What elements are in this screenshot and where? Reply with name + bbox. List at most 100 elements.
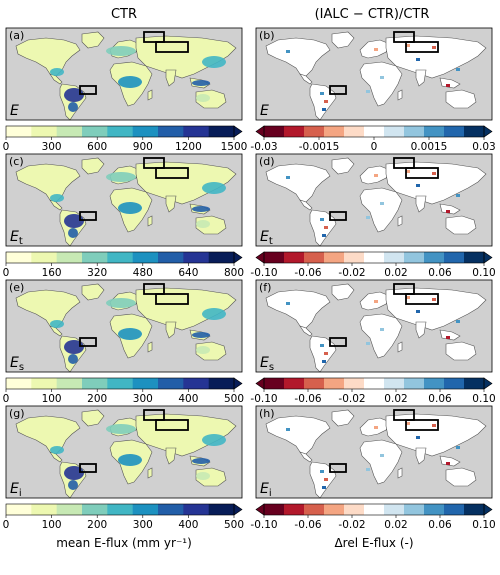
colorbar-segment — [31, 126, 57, 137]
map-panel-h: (h) Ei — [255, 405, 493, 499]
colorbar-tick-label: 300 — [133, 519, 153, 531]
colorbar-segment — [6, 252, 32, 263]
panel-variable: Ei — [10, 481, 22, 499]
change-speck — [416, 58, 420, 61]
region-box-3 — [329, 85, 347, 95]
colorbar-tick-label: 0 — [3, 267, 10, 279]
region-box-1 — [143, 31, 165, 43]
colorbar-segment — [324, 504, 345, 515]
colorbar-tick-label: 900 — [133, 141, 153, 153]
map-panel-a: (a) E — [5, 27, 243, 121]
panel-variable: Ei — [260, 481, 272, 499]
change-speck — [322, 108, 326, 111]
colorbar-tick-label: 800 — [224, 267, 244, 279]
colorbar-segment — [304, 252, 325, 263]
colorbar-segment — [384, 126, 405, 137]
colorbar-segment — [424, 378, 445, 389]
change-speck — [432, 298, 436, 301]
colorbar-segment — [444, 378, 465, 389]
change-speck — [366, 468, 370, 471]
colorbar-tick-label: -0.10 — [250, 519, 277, 531]
colorbar-segment — [264, 126, 285, 137]
change-speck — [406, 170, 410, 173]
map-panel-b: (b) E — [255, 27, 493, 121]
colorbar-frame — [263, 251, 485, 264]
colorbar-tick-label: 400 — [178, 393, 198, 405]
flux-patch — [202, 56, 226, 68]
panel-letter: (c) — [9, 155, 24, 168]
colorbar-segment — [464, 126, 485, 137]
colorbar-segment — [107, 504, 133, 515]
colorbar-tick-label: 480 — [133, 267, 153, 279]
colorbar-segment — [208, 126, 235, 137]
colorbar-segment — [183, 378, 209, 389]
colorbar-extend-min — [255, 503, 265, 516]
colorbar-tick-label: 300 — [133, 393, 153, 405]
change-speck — [322, 360, 326, 363]
colorbar-extend-min — [255, 125, 265, 138]
colorbar-tick-label: 100 — [42, 519, 62, 531]
colorbar-tick-label: 640 — [178, 267, 198, 279]
change-speck — [374, 174, 378, 177]
colorbar-segment — [31, 252, 57, 263]
panel-variable: E — [10, 103, 19, 119]
colorbar-extend-max — [483, 503, 493, 516]
colorbar-tick-label: 0.02 — [384, 267, 407, 279]
colorbar-segment — [404, 504, 425, 515]
colorbar-segment — [208, 378, 235, 389]
region-box-1 — [143, 409, 165, 421]
colorbar-segment — [183, 126, 209, 137]
colorbar-tick-label: 0.0015 — [411, 141, 448, 153]
flux-patch — [118, 328, 142, 340]
colorbar-tick-label: -0.0015 — [299, 141, 340, 153]
change-speck — [446, 210, 450, 213]
colorbar-segment — [132, 126, 159, 137]
colorbar-b: -0.03 -0.0015 0 0.0015 0.03 — [250, 125, 496, 153]
change-speck — [446, 336, 450, 339]
colorbar-extend-min — [255, 377, 265, 390]
region-box-1 — [393, 283, 415, 295]
colorbar-tick-label: 320 — [87, 267, 107, 279]
region-box-1 — [143, 283, 165, 295]
flux-patch — [196, 220, 210, 228]
colorbar-segment — [264, 252, 285, 263]
colorbar-frame — [5, 377, 235, 390]
colorbar-segment — [132, 504, 159, 515]
change-speck — [380, 76, 384, 79]
flux-patch — [192, 332, 210, 338]
map-frame — [255, 27, 493, 121]
region-box-1 — [143, 157, 165, 169]
colorbar-segment — [364, 504, 385, 515]
colorbar-a: 0 300 600 900 1200 1500 — [3, 125, 247, 153]
change-speck — [366, 342, 370, 345]
colorbar-tick-label: 400 — [178, 519, 198, 531]
change-speck — [416, 436, 420, 439]
colorbar-segment — [132, 378, 159, 389]
column-title-right: (IALC − CTR)/CTR — [315, 7, 430, 22]
colorbar-segment — [82, 252, 108, 263]
flux-patch — [50, 194, 64, 202]
change-speck — [320, 218, 324, 221]
panel-variable: E — [260, 103, 269, 119]
colorbar-frame — [5, 251, 235, 264]
region-box-2 — [405, 419, 439, 431]
change-speck — [320, 92, 324, 95]
colorbar-segment — [464, 504, 485, 515]
colorbar-segment — [444, 252, 465, 263]
colorbar-tick-label: 0.06 — [428, 393, 452, 405]
colorbar-segment — [344, 126, 365, 137]
change-speck — [432, 424, 436, 427]
colorbar-segment — [6, 378, 32, 389]
colorbar-segment — [344, 378, 365, 389]
colorbar-segment — [324, 378, 345, 389]
colorbar-tick-label: -0.06 — [294, 519, 321, 531]
change-speck — [456, 194, 460, 197]
colorbar-segment — [424, 504, 445, 515]
map-panel-f: (f)Es — [255, 279, 493, 373]
colorbar-segment — [344, 252, 365, 263]
colorbar-segment — [56, 126, 83, 137]
colorbar-segment — [82, 126, 108, 137]
colorbar-segment — [384, 504, 405, 515]
panel-letter: (f) — [259, 281, 271, 294]
flux-patch — [192, 80, 210, 86]
